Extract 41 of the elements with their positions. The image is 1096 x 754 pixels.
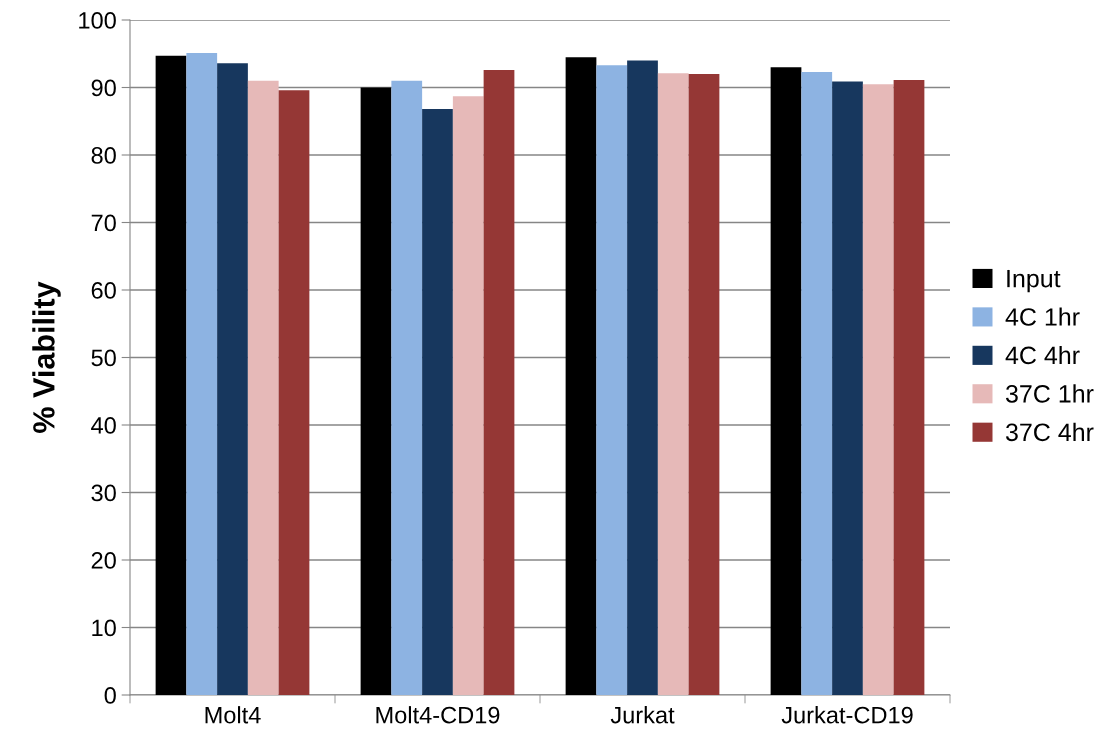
bar bbox=[483, 69, 515, 695]
bar bbox=[801, 71, 833, 695]
y-tick-label: 30 bbox=[91, 484, 116, 502]
bar bbox=[893, 80, 925, 695]
bar bbox=[565, 57, 597, 695]
x-tick-label: Jurkat-CD19 bbox=[781, 706, 913, 724]
y-tick-label: 50 bbox=[91, 349, 116, 367]
bar bbox=[862, 84, 894, 695]
x-tick-label: Jurkat bbox=[610, 706, 675, 724]
bar bbox=[422, 109, 453, 695]
bar bbox=[452, 96, 484, 695]
bar bbox=[247, 80, 279, 695]
y-tick-label: 60 bbox=[91, 282, 116, 299]
legend-label: 37C 1hr bbox=[1005, 384, 1094, 403]
legend-label: Input bbox=[1007, 269, 1061, 293]
y-tick-label: 90 bbox=[91, 79, 116, 97]
legend-label: 37C 4hr bbox=[1005, 422, 1094, 442]
legend-label: 4C 1hr bbox=[1005, 307, 1080, 326]
bar bbox=[360, 87, 392, 695]
y-axis-title: % Viability bbox=[32, 281, 61, 433]
bar bbox=[391, 80, 423, 695]
y-tick-label: 80 bbox=[91, 147, 116, 164]
x-tick-label: Molt4-CD19 bbox=[376, 706, 500, 724]
y-tick-label: 20 bbox=[91, 552, 116, 569]
bar bbox=[688, 74, 720, 695]
bar bbox=[155, 55, 187, 695]
legend-label: 4C 4hr bbox=[1005, 345, 1080, 365]
bar bbox=[770, 67, 802, 695]
bar bbox=[186, 53, 218, 695]
y-tick-label: 40 bbox=[91, 417, 116, 434]
bar bbox=[657, 73, 689, 695]
y-tick-label: 70 bbox=[91, 214, 116, 232]
y-tick-label: 100 bbox=[79, 12, 116, 29]
x-tick-label: Molt4 bbox=[205, 706, 261, 724]
bar bbox=[596, 65, 628, 695]
bar bbox=[217, 63, 248, 695]
bar bbox=[278, 90, 310, 695]
bar bbox=[627, 60, 658, 695]
y-tick-label: 0 bbox=[104, 687, 116, 704]
bar bbox=[832, 81, 863, 695]
y-tick-label: 10 bbox=[92, 619, 116, 637]
